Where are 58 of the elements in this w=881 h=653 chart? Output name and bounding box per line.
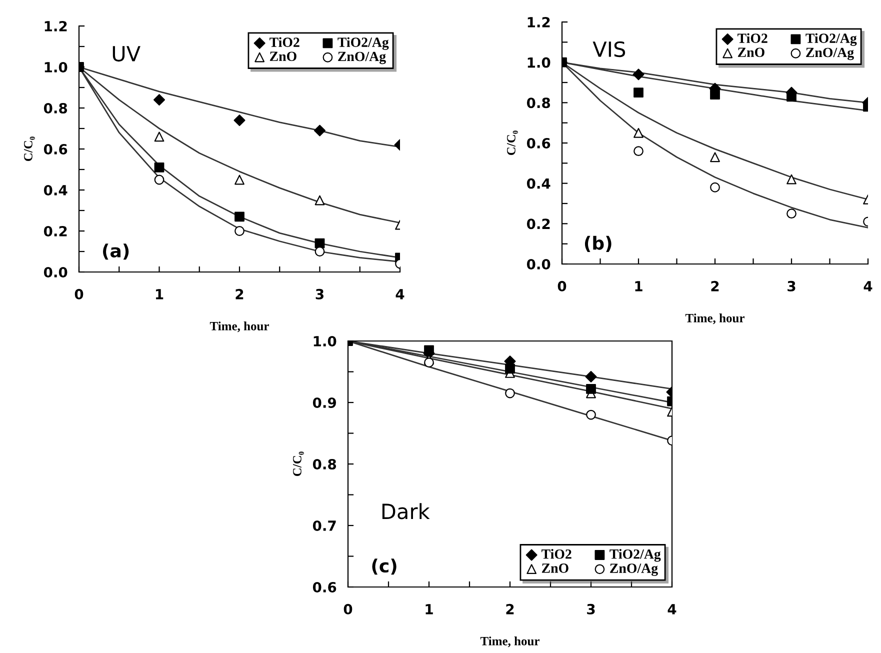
- y-axis-title: C/C₀: [293, 452, 304, 476]
- y-tick-label: 0.6: [526, 138, 550, 148]
- y-tick-label: 0.9: [312, 397, 336, 408]
- x-tick-label: 0: [74, 288, 84, 300]
- y-tick-label: 0.8: [44, 102, 68, 114]
- y-tick-label: 0.4: [526, 178, 550, 189]
- legend-label: TiO2/Ag: [338, 37, 389, 50]
- y-tick-label: 0.7: [312, 520, 336, 531]
- legend-label: TiO2: [738, 33, 768, 43]
- y-tick-label: 0.0: [526, 258, 550, 270]
- y-axis-title: C/C₀: [507, 130, 518, 156]
- y-tick-label: 0.0: [44, 266, 68, 278]
- x-tick-label: 4: [396, 289, 404, 300]
- y-tick-label: 0.8: [312, 458, 336, 470]
- x-axis-title: Time, hour: [685, 314, 744, 324]
- x-tick-label: 0: [344, 604, 352, 614]
- x-axis-title: Time, hour: [480, 636, 540, 648]
- y-tick-label: 0.6: [312, 582, 336, 592]
- x-tick-label: 3: [788, 280, 796, 292]
- legend-label: ZnO/Ag: [610, 564, 658, 576]
- y-tick-label: 1.2: [528, 16, 550, 28]
- y-tick-label: 1.0: [314, 336, 336, 346]
- annotation: UV: [112, 46, 140, 62]
- y-tick-label: 1.0: [528, 57, 550, 68]
- annotation: VIS: [592, 41, 626, 58]
- x-tick-label: 0: [558, 280, 566, 292]
- legend-label: ZnO: [270, 52, 296, 62]
- y-tick-label: 1.2: [44, 20, 67, 32]
- x-axis-title: Time, hour: [210, 322, 269, 332]
- legend-label: ZnO/Ag: [338, 52, 386, 64]
- x-tick-label: 3: [316, 288, 324, 300]
- x-tick-label: 1: [426, 604, 433, 614]
- annotation: (c): [372, 558, 396, 575]
- legend-label: ZnO/Ag: [806, 48, 854, 60]
- x-tick-label: 2: [506, 604, 514, 614]
- y-axis-title: C/C₀: [24, 136, 35, 162]
- y-tick-label: 0.4: [44, 184, 68, 196]
- legend-label: TiO2/Ag: [610, 549, 661, 562]
- x-tick-label: 4: [864, 281, 872, 292]
- y-tick-label: 0.2: [526, 218, 550, 230]
- x-tick-label: 2: [711, 280, 719, 292]
- y-tick-label: 0.8: [526, 98, 550, 108]
- legend-label: ZnO: [542, 564, 568, 573]
- y-tick-label: 0.6: [44, 144, 68, 154]
- x-tick-label: 3: [587, 604, 595, 614]
- x-tick-label: 1: [635, 281, 642, 292]
- x-tick-label: 4: [668, 604, 676, 614]
- y-tick-label: 0.2: [44, 226, 67, 236]
- x-tick-label: 1: [156, 289, 164, 300]
- legend-label: TiO2/Ag: [806, 33, 857, 46]
- annotation: Dark: [382, 503, 430, 520]
- legend-label: TiO2: [542, 549, 572, 559]
- annotation: (b): [584, 236, 612, 252]
- annotation: (a): [103, 244, 129, 260]
- legend-label: ZnO: [738, 48, 764, 58]
- y-tick-label: 1.0: [44, 62, 68, 72]
- legend-label: TiO2: [270, 37, 300, 47]
- x-tick-label: 2: [236, 288, 244, 300]
